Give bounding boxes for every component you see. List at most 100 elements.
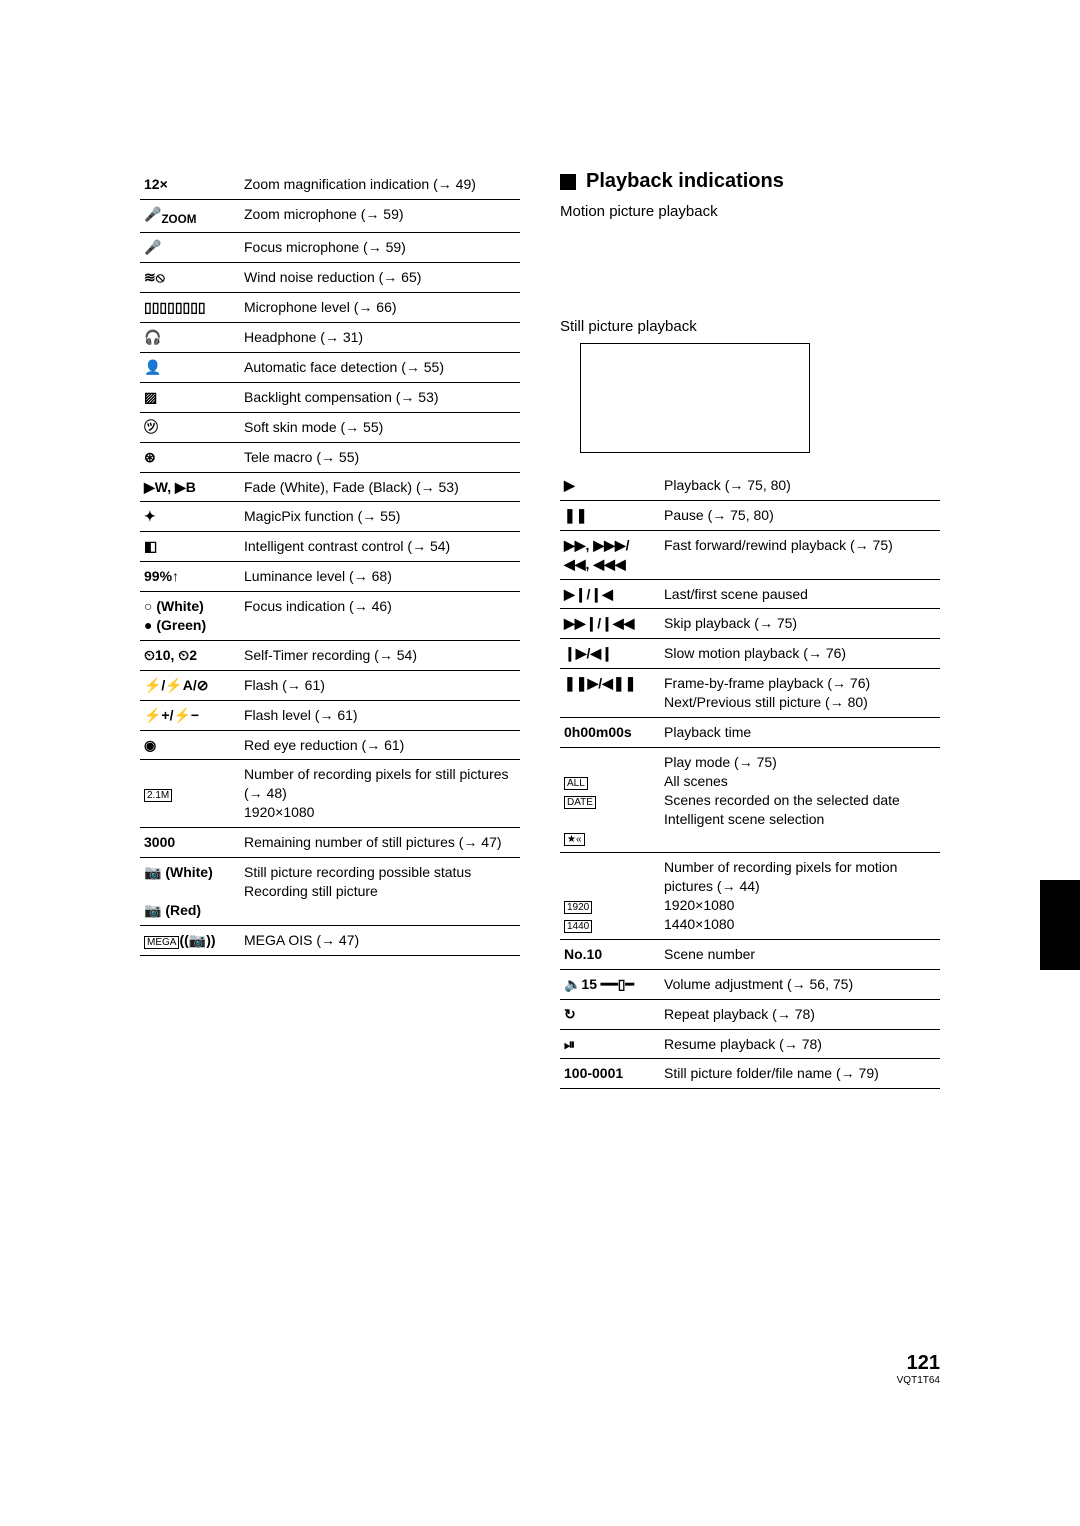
description-cell: Soft skin mode (→ 55) [240,412,520,442]
table-row: 🎧Headphone (→ 31) [140,323,520,353]
table-row: ≋⦸Wind noise reduction (→ 65) [140,263,520,293]
description-cell: Play mode (→ 75)All scenesScenes recorde… [660,747,940,852]
description-cell: Scene number [660,939,940,969]
table-row: ❚❚Pause (→ 75, 80) [560,500,940,530]
table-row: ✦MagicPix function (→ 55) [140,502,520,532]
table-row: ◉Red eye reduction (→ 61) [140,730,520,760]
motion-playback-label: Motion picture playback [560,203,940,220]
table-row: 0h00m00sPlayback time [560,718,940,748]
description-cell: Zoom microphone (→ 59) [240,199,520,233]
table-row: ▨Backlight compensation (→ 53) [140,382,520,412]
description-cell: Still picture folder/file name (→ 79) [660,1059,940,1089]
table-row: 📷 (White)📷 (Red)Still picture recording … [140,858,520,926]
symbol-cell: ⚡/⚡A/⊘ [140,670,240,700]
symbol-cell: 19201440 [560,853,660,940]
symbol-cell: 2.1M [140,760,240,828]
symbol-cell: ❙▶/◀❙ [560,639,660,669]
table-row: ▶❙/❙◀Last/first scene paused [560,579,940,609]
description-cell: Volume adjustment (→ 56, 75) [660,969,940,999]
symbol-cell: ≋⦸ [140,263,240,293]
table-row: ⏯Resume playback (→ 78) [560,1029,940,1059]
symbol-cell: ▶W, ▶B [140,472,240,502]
description-cell: Still picture recording possible statusR… [240,858,520,926]
symbol-cell: ▶❙/❙◀ [560,579,660,609]
description-cell: Tele macro (→ 55) [240,442,520,472]
symbol-cell: ▶▶, ▶▶▶/◀◀, ◀◀◀ [560,530,660,579]
page-footer: 121 VQT1T64 [897,1352,940,1386]
description-cell: Zoom magnification indication (→ 49) [240,170,520,199]
symbol-cell: 🔈15 ━━▯━ [560,969,660,999]
description-cell: Luminance level (→ 68) [240,562,520,592]
symbol-cell: 12× [140,170,240,199]
table-row: No.10Scene number [560,939,940,969]
table-row: ALLDATE★«Play mode (→ 75)All scenesScene… [560,747,940,852]
description-cell: Number of recording pixels for motion pi… [660,853,940,940]
still-playback-label: Still picture playback [560,318,940,335]
symbol-cell: 🎧 [140,323,240,353]
symbol-cell: 99%↑ [140,562,240,592]
description-cell: Playback (→ 75, 80) [660,471,940,500]
table-row: ○ (White)● (Green)Focus indication (→ 46… [140,592,520,641]
table-row: 🎤ZOOMZoom microphone (→ 59) [140,199,520,233]
playback-indications-table: ▶Playback (→ 75, 80)❚❚Pause (→ 75, 80)▶▶… [560,471,940,1089]
page-tab [1040,880,1080,970]
table-row: 2.1MNumber of recording pixels for still… [140,760,520,828]
table-row: ❙▶/◀❙Slow motion playback (→ 76) [560,639,940,669]
description-cell: Red eye reduction (→ 61) [240,730,520,760]
symbol-cell: ⚡+/⚡− [140,700,240,730]
description-cell: MEGA OIS (→ 47) [240,925,520,955]
table-row: 🔈15 ━━▯━Volume adjustment (→ 56, 75) [560,969,940,999]
description-cell: Skip playback (→ 75) [660,609,940,639]
symbol-cell: ▯▯▯▯▯▯▯▯ [140,293,240,323]
table-row: ❚❚▶/◀❚❚Frame-by-frame playback (→ 76)Nex… [560,669,940,718]
playback-heading-text: Playback indications [586,170,784,193]
square-bullet-icon [560,174,576,190]
table-row: ⏲10, ⏲2Self-Timer recording (→ 54) [140,640,520,670]
symbol-cell: 3000 [140,828,240,858]
left-column: 12×Zoom magnification indication (→ 49)🎤… [140,170,520,1089]
description-cell: Focus microphone (→ 59) [240,233,520,263]
description-cell: Number of recording pixels for still pic… [240,760,520,828]
description-cell: Wind noise reduction (→ 65) [240,263,520,293]
description-cell: Pause (→ 75, 80) [660,500,940,530]
symbol-cell: ㋡ [140,412,240,442]
table-row: 99%↑Luminance level (→ 68) [140,562,520,592]
table-row: 👤Automatic face detection (→ 55) [140,353,520,383]
symbol-cell: ▶ [560,471,660,500]
symbol-cell: ⊛ [140,442,240,472]
symbol-cell: ↻ [560,999,660,1029]
table-row: ⚡+/⚡−Flash level (→ 61) [140,700,520,730]
description-cell: Headphone (→ 31) [240,323,520,353]
symbol-cell: 100-0001 [560,1059,660,1089]
table-row: ▯▯▯▯▯▯▯▯Microphone level (→ 66) [140,293,520,323]
symbol-cell: ◧ [140,532,240,562]
description-cell: MagicPix function (→ 55) [240,502,520,532]
description-cell: Resume playback (→ 78) [660,1029,940,1059]
description-cell: Focus indication (→ 46) [240,592,520,641]
description-cell: Microphone level (→ 66) [240,293,520,323]
symbol-cell: 👤 [140,353,240,383]
description-cell: Flash (→ 61) [240,670,520,700]
table-row: ▶Playback (→ 75, 80) [560,471,940,500]
table-row: 3000Remaining number of still pictures (… [140,828,520,858]
description-cell: Remaining number of still pictures (→ 47… [240,828,520,858]
table-row: ⚡/⚡A/⊘Flash (→ 61) [140,670,520,700]
symbol-cell: ◉ [140,730,240,760]
symbol-cell: ▨ [140,382,240,412]
symbol-cell: 0h00m00s [560,718,660,748]
symbol-cell: MEGA((📷)) [140,925,240,955]
description-cell: Frame-by-frame playback (→ 76)Next/Previ… [660,669,940,718]
table-row: ▶▶, ▶▶▶/◀◀, ◀◀◀Fast forward/rewind playb… [560,530,940,579]
table-row: 12×Zoom magnification indication (→ 49) [140,170,520,199]
symbol-cell: ▶▶❙/❙◀◀ [560,609,660,639]
table-row: ↻Repeat playback (→ 78) [560,999,940,1029]
symbol-cell: No.10 [560,939,660,969]
table-row: 100-0001Still picture folder/file name (… [560,1059,940,1089]
description-cell: Backlight compensation (→ 53) [240,382,520,412]
table-row: 19201440Number of recording pixels for m… [560,853,940,940]
table-row: MEGA((📷))MEGA OIS (→ 47) [140,925,520,955]
table-row: 🎤Focus microphone (→ 59) [140,233,520,263]
symbol-cell: ○ (White)● (Green) [140,592,240,641]
page-number: 121 [897,1352,940,1375]
playback-heading: Playback indications [560,170,940,193]
